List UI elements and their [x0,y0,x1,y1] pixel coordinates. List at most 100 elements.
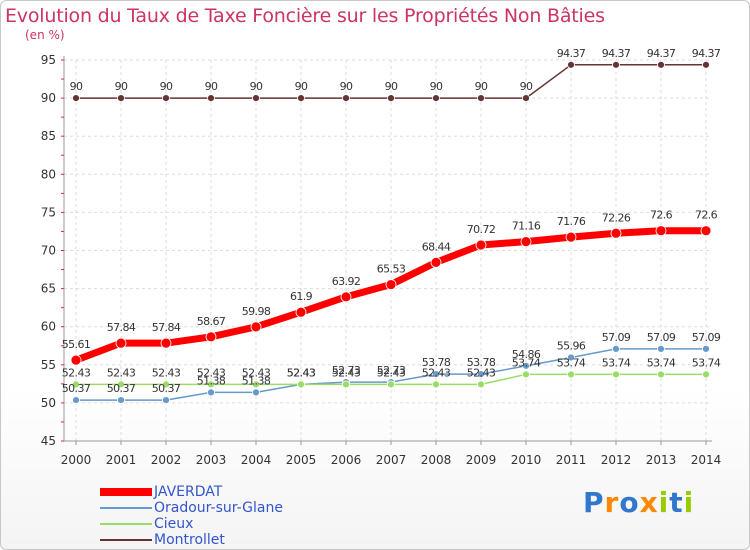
data-point [702,370,710,379]
x-tick-label: 2013 [646,453,677,467]
data-label: 52.73 [377,364,406,377]
data-point [252,388,260,397]
data-point [655,225,667,237]
data-label: 52.43 [197,366,226,379]
x-tick-label: 2006 [331,453,362,467]
data-label: 53.78 [467,356,496,369]
x-tick-label: 2005 [286,453,317,467]
legend-swatch [100,507,152,509]
logo-letter: i [658,486,670,519]
data-label: 50.37 [152,382,181,395]
data-label: 52.43 [287,366,316,379]
y-tick-label: 55 [41,358,56,372]
data-point [567,370,575,379]
legend-swatch [100,488,152,496]
data-point [700,225,712,237]
logo-letter: r [604,486,620,519]
data-label: 52.43 [467,366,496,379]
data-label: 90 [160,80,173,93]
data-point [387,380,395,389]
y-tick-label: 50 [41,396,56,410]
data-point [162,380,170,389]
data-point [205,331,217,343]
data-point [252,380,260,389]
data-point [567,353,575,362]
data-label: 63.92 [332,275,361,288]
data-point [385,279,397,290]
legend-item: Cieux [100,516,283,532]
data-point [702,60,710,69]
y-tick-label: 90 [41,91,56,105]
x-tick-label: 2007 [376,453,407,467]
data-point [207,388,215,397]
data-label: 52.43 [152,366,181,379]
data-label: 50.37 [62,382,91,395]
data-label: 90 [520,80,533,93]
data-label: 90 [70,80,83,93]
data-label: 61.9 [290,290,313,303]
x-tick-label: 2012 [601,453,632,467]
y-tick-label: 60 [41,320,56,334]
data-point [477,370,485,378]
legend-label: Oradour-sur-Glane [154,500,283,516]
data-point [72,396,80,404]
legend-swatch [100,539,152,541]
data-point [610,227,622,239]
data-label: 54.86 [512,348,541,361]
data-point [432,370,440,378]
proxiti-logo: Proxiti [583,486,694,519]
data-label: 52.43 [62,366,91,379]
data-label: 71.76 [557,215,586,228]
y-tick-label: 65 [41,282,56,296]
legend-item: Oradour-sur-Glane [100,500,283,516]
data-label: 53.74 [692,356,721,369]
data-point [522,370,530,379]
data-point [117,396,125,404]
y-tick-label: 95 [41,53,56,67]
data-point [252,94,260,102]
y-tick-label: 80 [41,167,56,181]
chart-unit: (en %) [25,28,65,42]
legend-label: JAVERDAT [154,484,223,500]
data-label: 57.84 [107,321,136,334]
logo-letter: o [619,486,640,519]
data-label: 59.98 [242,305,271,318]
data-label: 52.43 [242,366,271,379]
data-label: 90 [340,80,353,93]
data-label: 90 [115,80,128,93]
data-label: 94.37 [602,47,631,60]
data-point [160,337,172,349]
data-point [342,94,350,102]
legend-swatch [100,523,152,525]
data-label: 72.6 [650,209,673,222]
data-label: 90 [250,80,263,93]
data-point [477,380,485,389]
data-label: 72.26 [602,211,631,224]
data-label: 57.84 [152,321,181,334]
data-label: 94.37 [557,47,586,60]
data-point [432,380,440,389]
data-point [657,344,665,353]
data-label: 90 [475,80,488,93]
data-label: 72.6 [695,209,718,222]
data-label: 90 [205,80,218,93]
data-point [162,94,170,102]
data-point [432,94,440,102]
data-point [430,256,442,268]
data-point [207,94,215,102]
x-tick-label: 2002 [151,453,182,467]
data-label: 52.43 [107,366,136,379]
data-label: 94.37 [692,47,721,60]
y-tick-label: 45 [41,434,56,448]
data-label: 57.09 [647,331,676,344]
data-point [340,291,352,303]
data-label: 90 [430,80,443,93]
data-point [522,361,530,370]
data-label: 52.43 [422,366,451,379]
x-tick-label: 2004 [241,453,272,467]
x-tick-label: 2011 [556,453,587,467]
legend-item: JAVERDAT [100,484,283,500]
x-tick-label: 2003 [196,453,227,467]
data-label: 52.43 [332,366,361,379]
